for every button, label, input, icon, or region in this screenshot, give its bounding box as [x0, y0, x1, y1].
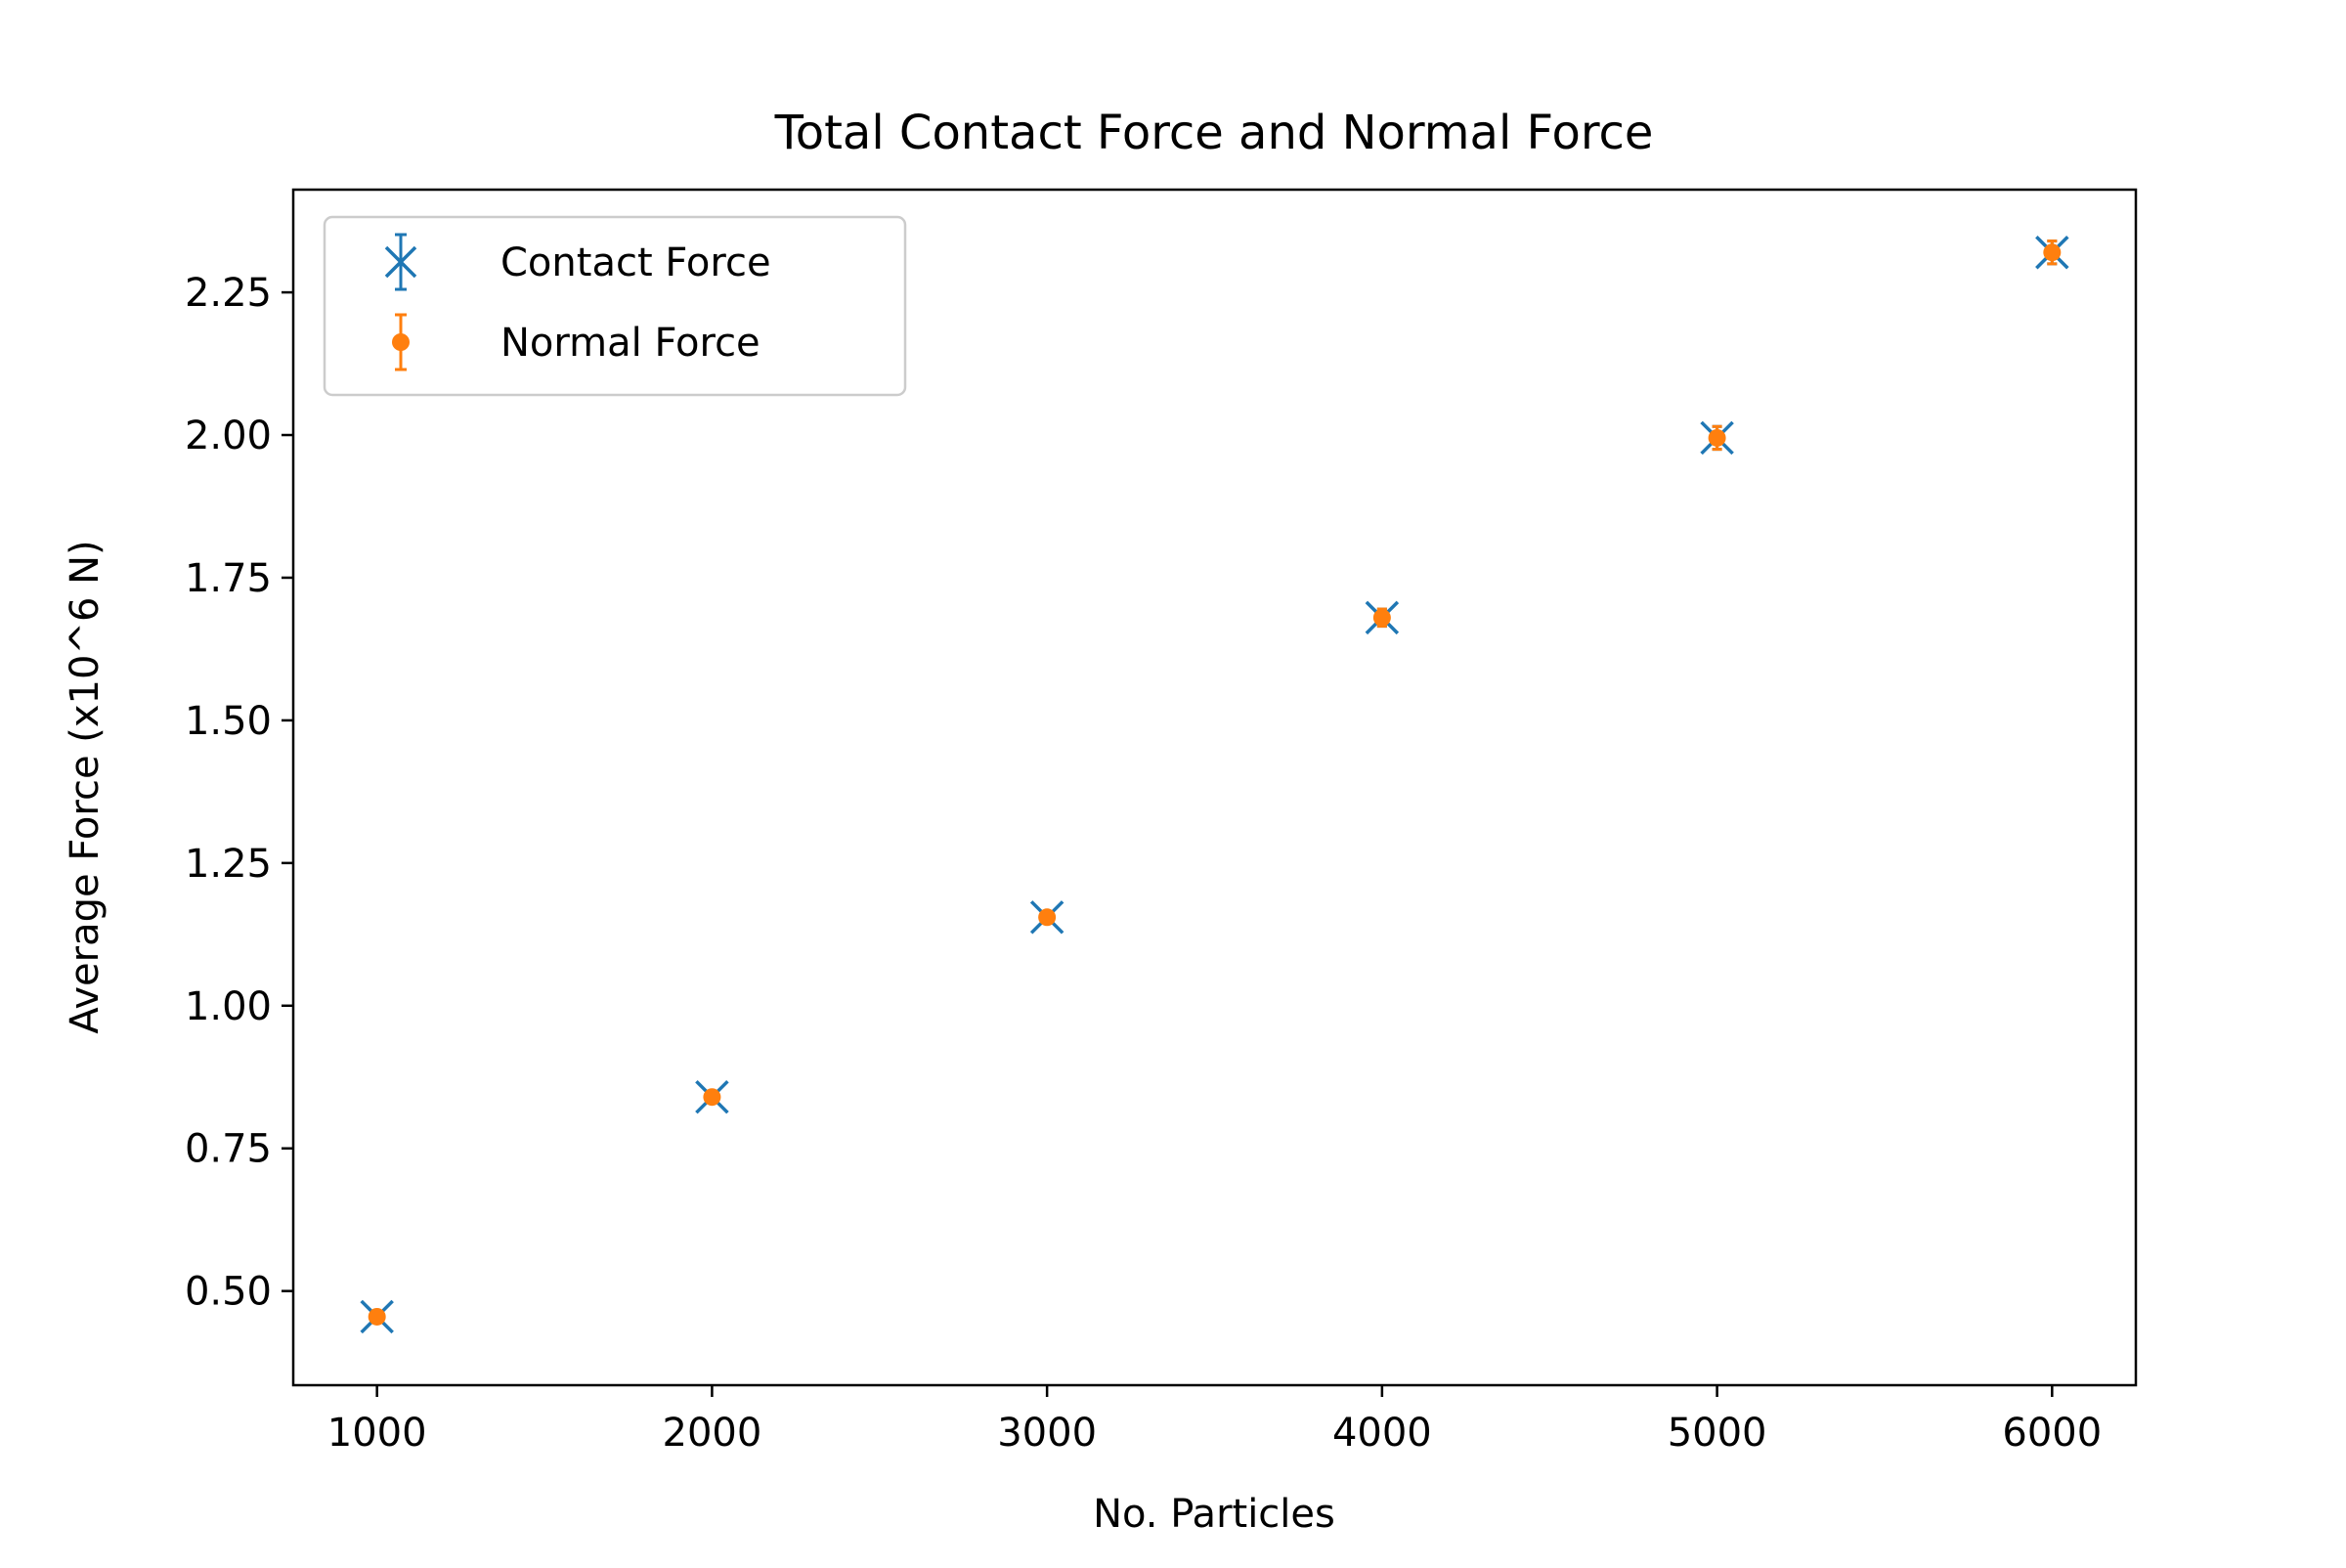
x-tick-label: 5000	[1668, 1411, 1767, 1456]
legend: Contact Force Normal Force	[323, 215, 907, 397]
y-tick-label: 2.25	[185, 271, 272, 316]
x-tick-label: 1000	[327, 1411, 427, 1456]
legend-label: Normal Force	[500, 321, 760, 366]
data-point	[703, 1088, 721, 1107]
plot-area: 1000 2000 3000 4000 5000 6000 0.50 0.75 1.00 1.25…	[185, 188, 2138, 1456]
x-tick-label: 3000	[997, 1411, 1097, 1456]
chart-title: Total Contact Force and Normal Force	[774, 106, 1654, 160]
y-tick-label: 1.25	[185, 842, 272, 887]
y-tick-label: 0.50	[185, 1270, 272, 1315]
data-point	[1372, 608, 1391, 627]
series-normal-force	[368, 240, 2062, 1326]
x-tick-label: 4000	[1332, 1411, 1432, 1456]
data-point	[1708, 428, 1726, 447]
series-contact-force	[360, 235, 2069, 1334]
legend-box	[323, 215, 907, 397]
y-tick-label: 0.75	[185, 1127, 272, 1172]
y-tick-label: 1.00	[185, 984, 272, 1029]
x-tick-label: 2000	[663, 1411, 762, 1456]
data-point	[2043, 243, 2062, 262]
data-point	[368, 1307, 386, 1326]
legend-marker	[392, 333, 410, 351]
y-tick-label: 1.75	[185, 556, 272, 601]
x-axis-label: No. Particles	[1093, 1492, 1335, 1537]
data-point	[1038, 908, 1057, 927]
y-axis-label: Average Force (x10^6 N)	[63, 540, 108, 1033]
axes-frame	[291, 188, 2138, 1387]
legend-marker	[384, 245, 417, 279]
y-tick-label: 2.00	[185, 414, 272, 458]
y-tick-label: 1.50	[185, 699, 272, 744]
legend-label: Contact Force	[500, 240, 771, 285]
x-tick-label: 6000	[2002, 1411, 2102, 1456]
